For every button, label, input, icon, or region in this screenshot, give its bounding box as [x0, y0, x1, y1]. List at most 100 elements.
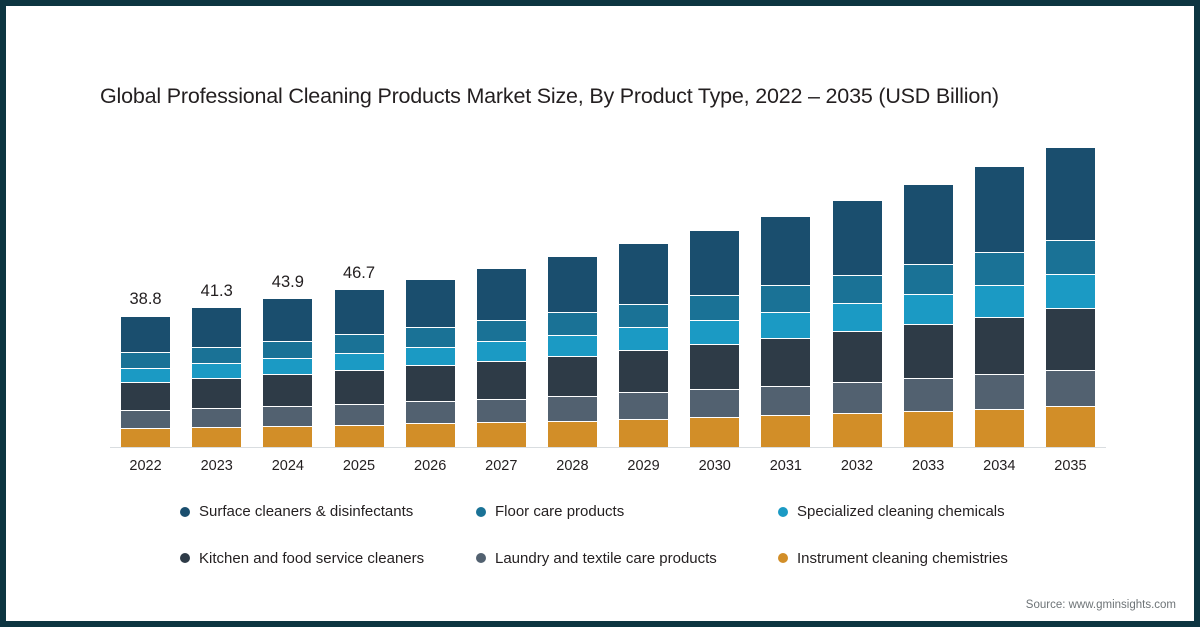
bar-segment[interactable] — [903, 324, 953, 380]
bar-segment[interactable] — [263, 341, 313, 360]
bar-segment[interactable] — [334, 425, 384, 448]
bar-segment[interactable] — [690, 295, 740, 321]
bar-segment[interactable] — [903, 411, 953, 448]
bar-segment[interactable] — [832, 331, 882, 383]
bar-segment[interactable] — [263, 407, 313, 427]
bar-segment[interactable] — [547, 313, 597, 336]
bar-segment[interactable] — [192, 364, 242, 380]
bar-segment[interactable] — [761, 312, 811, 339]
bar-segment[interactable] — [690, 344, 740, 391]
bar-segment[interactable] — [476, 320, 526, 342]
bar-segment[interactable] — [192, 308, 242, 348]
bar-segment[interactable] — [619, 304, 669, 329]
bar-segment[interactable] — [832, 275, 882, 304]
bar-segment[interactable] — [476, 268, 526, 321]
bar-segment[interactable] — [903, 295, 953, 325]
bar-segment[interactable] — [547, 421, 597, 448]
bar-segment[interactable] — [121, 382, 171, 412]
bar-column[interactable] — [263, 299, 313, 448]
bar-segment[interactable] — [121, 411, 171, 430]
bar-segment[interactable] — [263, 427, 313, 448]
bar-segment[interactable] — [832, 413, 882, 448]
bar-segment[interactable] — [121, 429, 171, 448]
bar-segment[interactable] — [1045, 148, 1095, 241]
bar-segment[interactable] — [405, 348, 455, 367]
bar-segment[interactable] — [192, 409, 242, 429]
bar-column[interactable] — [619, 244, 669, 448]
bar-segment[interactable] — [619, 419, 669, 448]
legend-item[interactable]: Surface cleaners & disinfectants — [180, 503, 413, 520]
bar-segment[interactable] — [690, 320, 740, 345]
bar-segment[interactable] — [121, 316, 171, 354]
bar-segment[interactable] — [903, 264, 953, 296]
bar-segment[interactable] — [476, 341, 526, 362]
bar-segment[interactable] — [832, 304, 882, 332]
bar-segment[interactable] — [192, 347, 242, 365]
bar-segment[interactable] — [476, 399, 526, 423]
bar-segment[interactable] — [690, 230, 740, 296]
bar-segment[interactable] — [547, 396, 597, 422]
bar-segment[interactable] — [547, 356, 597, 397]
bar-segment[interactable] — [1045, 407, 1095, 448]
bar-segment[interactable] — [974, 285, 1024, 318]
bar-segment[interactable] — [263, 375, 313, 408]
bar-column[interactable] — [974, 167, 1024, 448]
bar-column[interactable] — [903, 184, 953, 448]
bar-segment[interactable] — [334, 335, 384, 354]
bar-segment[interactable] — [121, 369, 171, 383]
bar-segment[interactable] — [974, 317, 1024, 376]
bar-segment[interactable] — [1045, 240, 1095, 276]
bar-segment[interactable] — [1045, 370, 1095, 408]
bar-column[interactable] — [1045, 148, 1095, 448]
bar-segment[interactable] — [619, 244, 669, 305]
legend-item[interactable]: Instrument cleaning chemistries — [778, 550, 1008, 567]
bar-column[interactable] — [405, 279, 455, 448]
legend-item[interactable]: Laundry and textile care products — [476, 550, 717, 567]
bar-column[interactable] — [334, 289, 384, 448]
bar-segment[interactable] — [476, 422, 526, 448]
bar-segment[interactable] — [405, 279, 455, 329]
bar-segment[interactable] — [405, 424, 455, 448]
bar-segment[interactable] — [192, 379, 242, 410]
bar-segment[interactable] — [690, 390, 740, 418]
legend-item[interactable]: Floor care products — [476, 503, 624, 520]
bar-segment[interactable] — [903, 379, 953, 412]
bar-column[interactable] — [690, 230, 740, 448]
bar-segment[interactable] — [334, 289, 384, 336]
bar-segment[interactable] — [761, 386, 811, 416]
bar-column[interactable] — [121, 316, 171, 448]
bar-segment[interactable] — [832, 382, 882, 414]
bar-segment[interactable] — [761, 286, 811, 313]
bar-segment[interactable] — [619, 350, 669, 394]
bar-segment[interactable] — [405, 402, 455, 425]
bar-segment[interactable] — [547, 335, 597, 357]
bar-segment[interactable] — [405, 366, 455, 403]
bar-segment[interactable] — [263, 299, 313, 342]
bar-column[interactable] — [476, 268, 526, 448]
bar-segment[interactable] — [974, 167, 1024, 254]
bar-segment[interactable] — [547, 256, 597, 314]
legend-item[interactable]: Specialized cleaning chemicals — [778, 503, 1005, 520]
bar-segment[interactable] — [405, 328, 455, 349]
bar-segment[interactable] — [334, 370, 384, 405]
bar-column[interactable] — [761, 216, 811, 448]
bar-column[interactable] — [192, 308, 242, 448]
bar-segment[interactable] — [974, 409, 1024, 448]
bar-segment[interactable] — [192, 428, 242, 448]
bar-segment[interactable] — [121, 353, 171, 370]
bar-segment[interactable] — [334, 353, 384, 371]
bar-segment[interactable] — [619, 328, 669, 351]
bar-segment[interactable] — [761, 338, 811, 387]
bar-segment[interactable] — [334, 404, 384, 426]
legend-item[interactable]: Kitchen and food service cleaners — [180, 550, 424, 567]
bar-segment[interactable] — [761, 415, 811, 448]
bar-segment[interactable] — [974, 375, 1024, 410]
bar-segment[interactable] — [903, 184, 953, 265]
bar-segment[interactable] — [974, 253, 1024, 286]
bar-segment[interactable] — [476, 361, 526, 400]
bar-segment[interactable] — [832, 200, 882, 276]
bar-segment[interactable] — [619, 393, 669, 420]
bar-column[interactable] — [547, 256, 597, 448]
bar-segment[interactable] — [263, 359, 313, 376]
bar-segment[interactable] — [1045, 275, 1095, 310]
